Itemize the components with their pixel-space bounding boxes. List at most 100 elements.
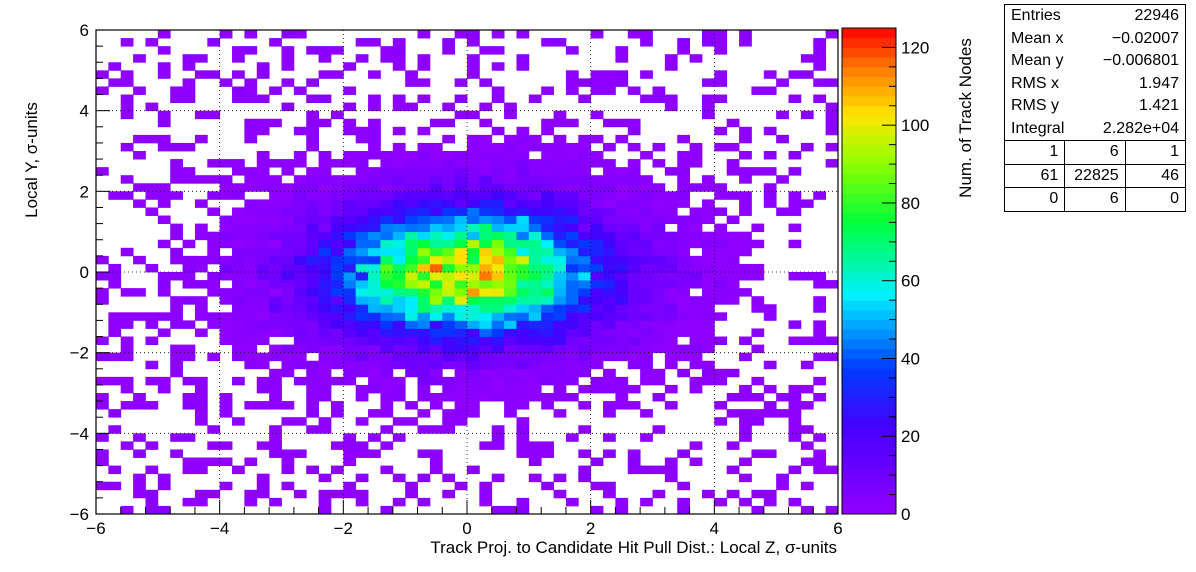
- palette-segment: [842, 86, 896, 97]
- heatmap-cell: [640, 231, 653, 241]
- heatmap-cell: [528, 441, 542, 450]
- heatmap-cell: [677, 134, 690, 144]
- heatmap-cell: [739, 126, 752, 136]
- heatmap-cell: [640, 151, 653, 160]
- heatmap-cell: [380, 199, 394, 208]
- heatmap-cell: [553, 247, 567, 257]
- heatmap-cell: [417, 384, 431, 394]
- heatmap-cell: [565, 223, 579, 233]
- heatmap-cell: [813, 457, 827, 466]
- heatmap-cell: [701, 207, 715, 216]
- heatmap-cell: [763, 191, 777, 200]
- heatmap-cell: [368, 352, 381, 362]
- heatmap-cell: [96, 70, 109, 79]
- heatmap-cell: [145, 102, 159, 112]
- heatmap-cell: [368, 409, 381, 418]
- palette-segment: [842, 455, 896, 466]
- heatmap-cell: [318, 393, 332, 402]
- heatmap-cell: [677, 272, 690, 281]
- heatmap-cell: [417, 328, 431, 337]
- heatmap-cell: [491, 505, 505, 515]
- heatmap-cell: [541, 231, 554, 241]
- heatmap-cell: [590, 175, 604, 184]
- heatmap-cell: [219, 328, 233, 337]
- overflow-cell: 6: [1064, 188, 1124, 211]
- heatmap-cell: [256, 320, 270, 329]
- heatmap-cell: [244, 94, 258, 103]
- heatmap-cell: [306, 272, 319, 281]
- heatmap-cell: [788, 272, 802, 281]
- heatmap-cell: [256, 352, 270, 362]
- heatmap-cell: [145, 336, 159, 345]
- heatmap-cell: [565, 247, 579, 257]
- heatmap-cell: [232, 46, 245, 55]
- heatmap-cell: [380, 376, 394, 386]
- heatmap-cell: [380, 320, 394, 329]
- heatmap-cell: [516, 384, 530, 394]
- heatmap-cell: [157, 199, 171, 208]
- heatmap-cell: [553, 142, 567, 152]
- heatmap-cell: [108, 328, 122, 337]
- heatmap-cell: [615, 223, 629, 233]
- heatmap-cell: [330, 304, 344, 313]
- heatmap-cell: [701, 199, 715, 208]
- heatmap-cell: [244, 489, 258, 499]
- heatmap-cell: [590, 151, 604, 160]
- heatmap-cell: [615, 118, 629, 128]
- heatmap-cell: [689, 263, 703, 273]
- heatmap-cell: [553, 159, 567, 168]
- heatmap-cell: [108, 465, 122, 475]
- heatmap-cell: [417, 207, 431, 216]
- heatmap-cell: [541, 126, 554, 136]
- heatmap-cell: [751, 296, 765, 305]
- heatmap-cell: [640, 207, 653, 216]
- heatmap-cell: [504, 175, 517, 184]
- heatmap-cell: [541, 336, 554, 345]
- heatmap-cell: [541, 441, 554, 450]
- heatmap-cell: [553, 255, 567, 265]
- heatmap-cell: [627, 191, 641, 200]
- heatmap-cell: [788, 167, 802, 176]
- heatmap-cell: [726, 239, 740, 249]
- heatmap-cell: [763, 497, 777, 507]
- stats-row-rms-x: RMS x 1.947: [1005, 73, 1185, 96]
- heatmap-cell: [442, 489, 456, 499]
- heatmap-cell: [244, 247, 258, 257]
- heatmap-cell: [219, 336, 233, 345]
- palette-segment: [842, 261, 896, 272]
- heatmap-cell: [615, 352, 629, 362]
- heatmap-cell: [504, 223, 517, 233]
- heatmap-cell: [652, 296, 666, 305]
- heatmap-cell: [479, 497, 493, 507]
- heatmap-cell: [652, 207, 666, 216]
- heatmap-cell: [429, 231, 443, 241]
- heatmap-cell: [491, 231, 505, 241]
- heatmap-cell: [627, 167, 641, 176]
- heatmap-cell: [664, 255, 678, 265]
- heatmap-cell: [491, 433, 505, 442]
- heatmap-cell: [318, 336, 332, 345]
- heatmap-cell: [429, 465, 443, 475]
- heatmap-cell: [442, 425, 456, 434]
- heatmap-cell: [281, 207, 295, 216]
- heatmap-cell: [244, 312, 258, 321]
- palette-segment: [842, 377, 896, 389]
- heatmap-cell: [590, 207, 604, 216]
- heatmap-cell: [553, 151, 567, 160]
- heatmap-cell: [491, 215, 505, 224]
- heatmap-cell: [590, 272, 604, 281]
- palette-segment: [842, 202, 896, 214]
- heatmap-cell: [207, 272, 221, 281]
- overflow-cell: 22825: [1064, 164, 1124, 187]
- heatmap-cell: [491, 320, 505, 329]
- heatmap-cell: [306, 376, 319, 386]
- heatmap-cell: [405, 360, 418, 370]
- heatmap-cell: [405, 183, 418, 192]
- y-axis-label: Local Y, σ-units: [22, 102, 41, 218]
- heatmap-cell: [603, 489, 616, 499]
- heatmap-cell: [763, 449, 777, 458]
- heatmap-cell: [256, 296, 270, 305]
- heatmap-cell: [269, 312, 282, 321]
- heatmap-cell: [504, 191, 517, 200]
- heatmap-cell: [701, 94, 715, 103]
